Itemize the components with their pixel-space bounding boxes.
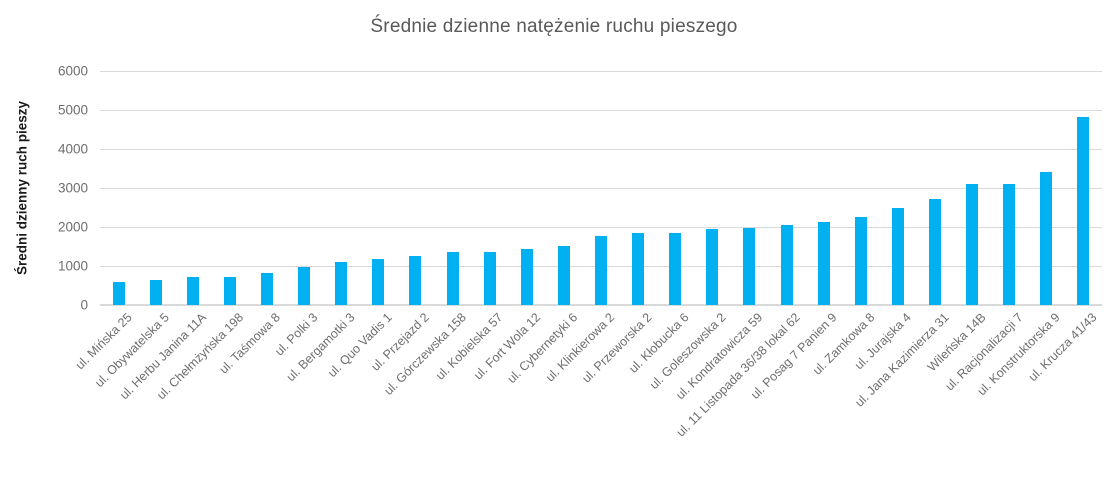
bar xyxy=(929,198,941,305)
y-tick-label: 4000 xyxy=(57,141,88,157)
gridline xyxy=(100,187,1102,189)
bar xyxy=(186,277,199,305)
bar xyxy=(854,217,867,305)
bar xyxy=(372,258,385,305)
bar xyxy=(706,228,719,305)
bar xyxy=(817,221,830,305)
bar xyxy=(261,273,273,305)
gridline xyxy=(100,148,1102,150)
bar xyxy=(1040,172,1053,305)
y-tick-label: 0 xyxy=(80,297,88,313)
x-axis-line xyxy=(100,304,1102,306)
y-tick-label: 2000 xyxy=(57,219,88,235)
bar xyxy=(112,281,125,305)
bar xyxy=(669,233,682,305)
bar xyxy=(409,256,422,305)
bar xyxy=(743,228,756,305)
bar xyxy=(595,236,607,305)
bar xyxy=(446,251,459,305)
bar xyxy=(335,262,348,305)
bar xyxy=(966,184,979,305)
y-tick-label: 6000 xyxy=(57,63,88,79)
gridline xyxy=(100,226,1102,228)
bar xyxy=(1003,184,1016,305)
y-tick-label: 1000 xyxy=(57,258,88,274)
chart-title: Średnie dzienne natężenie ruchu pieszego xyxy=(370,16,738,37)
x-tick-label: ul. Krucza 41/43 xyxy=(1025,310,1100,385)
bar xyxy=(149,280,162,305)
bar xyxy=(483,251,496,305)
bar xyxy=(632,233,645,305)
bar xyxy=(557,245,570,305)
y-axis-title: Średni dzienny ruch pieszy xyxy=(14,100,30,276)
y-tick-label: 3000 xyxy=(57,180,88,196)
bar xyxy=(1077,117,1090,305)
gridline xyxy=(100,70,1102,72)
bar xyxy=(891,207,904,305)
bar xyxy=(298,266,311,305)
bar xyxy=(780,225,793,305)
gridline xyxy=(100,109,1102,111)
bar xyxy=(223,276,236,305)
y-tick-label: 5000 xyxy=(57,102,88,118)
bar xyxy=(520,249,533,305)
